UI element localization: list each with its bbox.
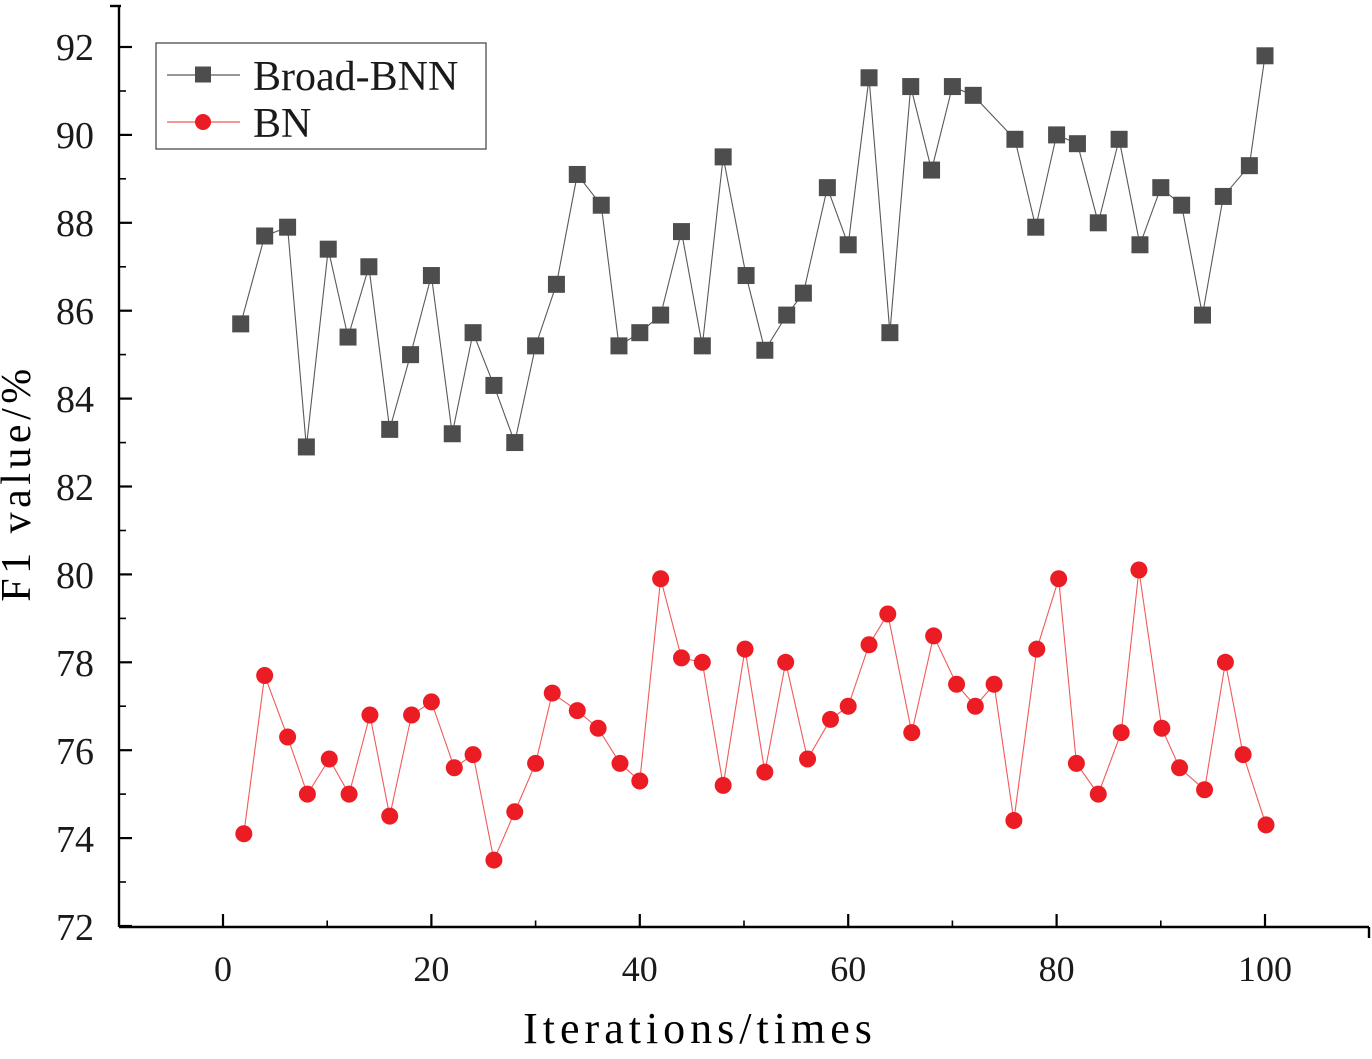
svg-text:82: 82 bbox=[56, 467, 94, 509]
svg-text:86: 86 bbox=[56, 291, 94, 333]
svg-text:BN: BN bbox=[253, 101, 311, 147]
svg-text:92: 92 bbox=[56, 27, 94, 69]
svg-text:40: 40 bbox=[622, 949, 658, 989]
svg-text:78: 78 bbox=[56, 643, 94, 685]
svg-text:0: 0 bbox=[214, 949, 232, 989]
svg-text:72: 72 bbox=[56, 907, 94, 949]
svg-text:90: 90 bbox=[56, 115, 94, 157]
svg-text:Iterations/times: Iterations/times bbox=[523, 1004, 877, 1053]
svg-text:Broad-BNN: Broad-BNN bbox=[253, 54, 458, 100]
svg-text:74: 74 bbox=[56, 819, 94, 861]
svg-text:88: 88 bbox=[56, 203, 94, 245]
svg-text:84: 84 bbox=[56, 379, 94, 421]
svg-text:80: 80 bbox=[1039, 949, 1075, 989]
svg-text:60: 60 bbox=[830, 949, 866, 989]
svg-text:20: 20 bbox=[413, 949, 449, 989]
svg-text:76: 76 bbox=[56, 731, 94, 773]
svg-text:100: 100 bbox=[1238, 949, 1292, 989]
svg-text:F1 value/%: F1 value/% bbox=[0, 364, 40, 601]
svg-text:80: 80 bbox=[56, 555, 94, 597]
